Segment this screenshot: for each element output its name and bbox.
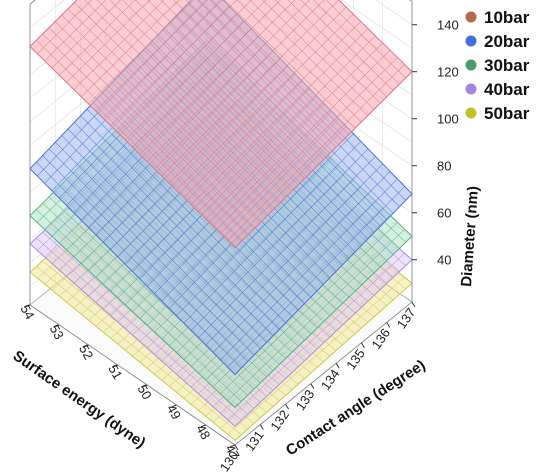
surface-10bar-gridline	[300, 0, 394, 91]
y-tick-mark	[285, 403, 290, 410]
x-tick-mark	[112, 364, 119, 368]
y-tick-mark	[360, 342, 365, 349]
surface-10bar-gridline	[249, 0, 368, 116]
legend-swatch-10bar	[465, 11, 477, 23]
legend-label-20bar: 20bar	[484, 32, 530, 51]
x-tick-label: 47	[222, 442, 242, 462]
surface-10bar-gridline	[198, 0, 343, 141]
z-axis-ticks: 40 60 80 100 120 140	[412, 18, 459, 268]
surface-10bar-gridline	[117, 0, 252, 133]
surface-10bar-gridline	[185, 0, 337, 148]
surface-10bar-gridline	[262, 0, 375, 110]
box-front-frame	[29, 0, 413, 446]
z-axis-title: Diameter (nm)	[458, 185, 482, 287]
surface-10bar-gridline	[44, 0, 107, 62]
x-tick-mark	[83, 344, 89, 348]
z-tick-label: 40	[437, 253, 451, 268]
x-tick-label: 51	[105, 362, 125, 382]
box-edge	[29, 304, 236, 446]
x-tick-label: 49	[164, 402, 184, 422]
x-tick-label: 50	[135, 382, 155, 402]
surface-10bar-gridline	[110, 0, 238, 126]
surfaces	[29, 0, 413, 441]
x-axis-ticks: 47 48 49 50 51 52 53 54	[17, 302, 242, 462]
surface-10bar-gridline	[125, 0, 267, 141]
surface-10bar-gridline	[29, 0, 78, 47]
legend-swatch-50bar	[465, 107, 477, 119]
x-tick-mark	[200, 424, 206, 428]
surface-10bar	[29, 0, 413, 249]
z-tick-label: 100	[437, 112, 459, 127]
legend-swatch-20bar	[465, 35, 477, 47]
x-tick-mark	[24, 304, 31, 308]
legend-label-50bar: 50bar	[484, 104, 530, 123]
y-tick-mark	[335, 363, 340, 369]
y-tick-mark	[259, 424, 264, 430]
surface-10bar-gridline	[73, 0, 165, 90]
surface-10bar-gridline	[160, 0, 324, 160]
surface-10bar-gridline	[88, 0, 194, 105]
x-tick-label: 48	[193, 422, 213, 442]
surface-10bar-gridline	[223, 0, 356, 129]
z-tick-label: 120	[437, 65, 459, 80]
x-tick-label: 52	[76, 342, 96, 362]
x-tick-mark	[141, 384, 148, 388]
surface-10bar-gridline	[173, 0, 330, 154]
surface-10bar-gridline	[236, 0, 362, 123]
z-tick-label: 80	[437, 159, 451, 174]
x-tick-mark	[54, 324, 60, 328]
x-tick-label: 54	[17, 302, 37, 322]
surface-10bar-gridline	[95, 0, 209, 112]
surface-10bar-gridline	[274, 0, 381, 104]
surface-10bar-gridline	[66, 0, 150, 83]
surface-10bar-gridline	[211, 0, 349, 135]
y-tick-mark	[411, 301, 416, 308]
legend: 10bar 20bar 30bar 40bar 50bar	[465, 8, 530, 123]
y-tick-mark	[386, 322, 391, 328]
x-tick-label: 53	[47, 322, 67, 342]
legend-swatch-30bar	[465, 59, 477, 71]
surface-10bar-gridline	[338, 0, 413, 72]
box-edge	[234, 301, 413, 446]
surface-10bar-gridline	[103, 0, 223, 119]
surface-10bar-gridline	[51, 0, 121, 69]
z-tick-label: 140	[437, 18, 459, 33]
surface-10bar-gridline	[37, 0, 92, 54]
z-tick-label: 60	[437, 206, 451, 221]
surface-10bar-gridline	[313, 0, 400, 85]
legend-label-10bar: 10bar	[484, 8, 530, 27]
surface-10bar-gridline	[81, 0, 180, 97]
surface-10bar-gridline	[287, 0, 387, 97]
legend-label-40bar: 40bar	[484, 80, 530, 99]
legend-swatch-40bar	[465, 83, 477, 95]
surface-10bar-gridline	[59, 0, 136, 76]
y-tick-mark	[234, 444, 239, 451]
legend-label-30bar: 30bar	[484, 56, 530, 75]
surface-10bar-gridline	[325, 0, 406, 79]
x-tick-mark	[229, 444, 236, 448]
y-tick-mark	[310, 383, 315, 389]
x-tick-mark	[171, 404, 177, 408]
